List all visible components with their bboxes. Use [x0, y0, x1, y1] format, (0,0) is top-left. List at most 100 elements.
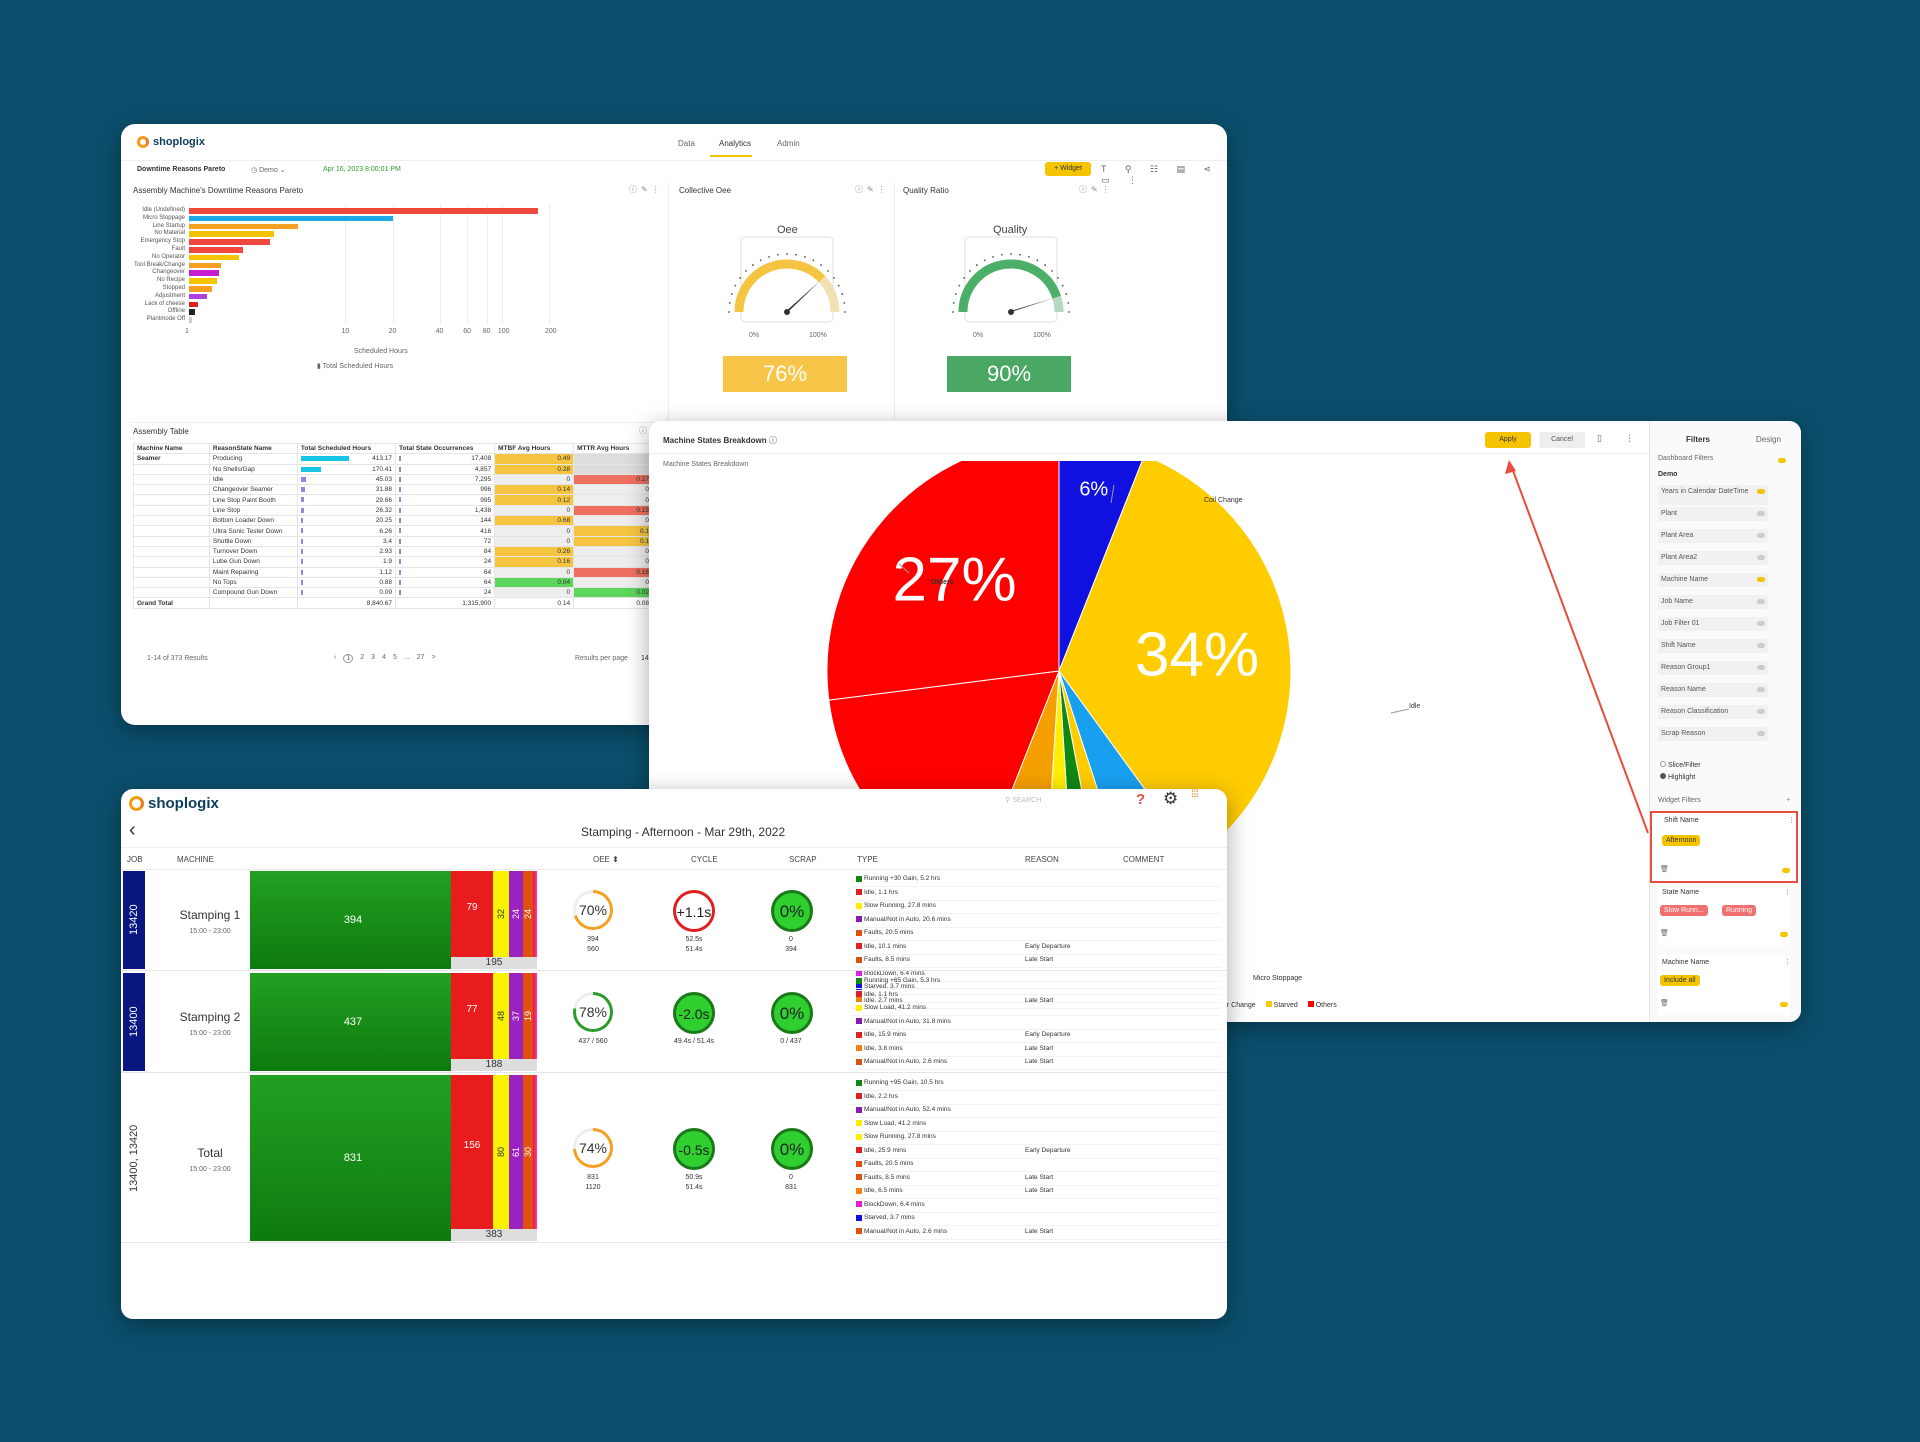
page-link[interactable]: 3 [371, 654, 376, 661]
type-entry[interactable]: Manual/Not in Auto, 2.6 mins [856, 1228, 947, 1235]
card-actions-icon[interactable]: ⓘ✎⋮ [855, 185, 890, 194]
more-icon[interactable]: ⋮ [1784, 959, 1791, 966]
downtime-segment[interactable]: 24 [509, 871, 523, 957]
type-entry[interactable]: Starved, 3.7 mins [856, 1214, 915, 1221]
type-entry[interactable]: Starved, 3.7 mins [856, 983, 915, 990]
pareto-bar[interactable] [189, 293, 207, 300]
th-machine[interactable]: Machine Name [133, 442, 210, 455]
shift-value-tag[interactable]: Afternoon [1662, 835, 1701, 846]
add-widget-filter-icon[interactable]: + [1786, 795, 1791, 804]
apps-grid-icon[interactable]: ⁞⁞⁞ [1191, 789, 1199, 800]
nav-admin[interactable]: Admin [777, 139, 800, 148]
type-entry[interactable]: Idle, 3.8 mins [856, 1045, 903, 1052]
add-widget-button[interactable]: + Widget [1045, 162, 1091, 176]
type-entry[interactable]: Running +95 Gain, 10.5 hrs [856, 1079, 944, 1086]
card-actions-icon[interactable]: ⓘ✎⋮ [629, 185, 664, 194]
th-occurrences[interactable]: Total State Occurrences [395, 442, 496, 455]
pareto-bar[interactable] [189, 247, 243, 253]
table-row[interactable]: Compound Gun Down 0.09 24 0 0.02 [133, 587, 653, 599]
trash-icon[interactable]: 🗑 [1660, 1000, 1669, 1007]
table-row[interactable]: Bottom Loader Down 20.25 144 0.68 0 [133, 515, 653, 527]
table-row[interactable]: Changeover Seamer 31.88 996 0.14 0 [133, 484, 653, 496]
dashboard-filter-item[interactable]: Shift Name [1658, 639, 1768, 653]
downtime-bar[interactable]: 156 [451, 1075, 493, 1229]
pareto-bar[interactable] [189, 239, 271, 245]
table-row[interactable]: No Tops 0.88 64 0.04 0 [133, 576, 653, 589]
filter-toggle[interactable] [1757, 533, 1765, 538]
shift-filter-toggle[interactable] [1782, 868, 1790, 873]
good-parts-bar[interactable]: 437 [250, 973, 456, 1071]
reason-entry[interactable]: Late Start [1025, 1187, 1054, 1194]
search-input[interactable]: ⚲ SEARCH [1005, 797, 1042, 804]
cancel-button[interactable]: Cancel [1539, 432, 1585, 448]
dashboard-filter-item[interactable]: Years in Calendar DateTime [1658, 485, 1768, 505]
filter-toggle[interactable] [1757, 621, 1765, 626]
dashboard-filter-item[interactable]: Reason Classification [1658, 705, 1768, 719]
card-actions-icon[interactable]: ⓘ✎⋮ [1079, 185, 1114, 194]
table-row[interactable]: Ultra Sonic Tester Down 6.26 416 0 0.1 [133, 525, 653, 537]
reason-entry[interactable]: Late Start [1025, 956, 1054, 963]
tab-design[interactable]: Design [1756, 435, 1781, 444]
help-icon[interactable]: ? [1136, 791, 1146, 808]
pareto-bar[interactable] [189, 254, 240, 261]
good-parts-bar[interactable]: 394 [250, 871, 456, 969]
type-entry[interactable]: Faults, 20.5 mins [856, 929, 914, 936]
page-link[interactable]: > [431, 654, 436, 661]
dashboard-filter-item[interactable]: Plant Area [1658, 529, 1768, 543]
type-entry[interactable]: Running +65 Gain, 5.3 hrs [856, 977, 940, 984]
filter-toggle[interactable] [1757, 511, 1765, 516]
type-entry[interactable]: Manual/Not in Auto, 2.6 mins [856, 1058, 947, 1065]
reason-entry[interactable]: Late Start [1025, 1227, 1054, 1235]
legend-item-starved[interactable]: Starved [1265, 1001, 1298, 1009]
slice-filter-radio[interactable]: Slice/Filter [1660, 761, 1701, 769]
toolbar-icons[interactable]: T ⚲ ☷ ▤ ⋖ ▭ ⋮ [1101, 164, 1220, 185]
type-entry[interactable]: Slow Running, 27.8 mins [856, 902, 936, 909]
table-row[interactable]: Shuttle Down 3.4 72 0 0.1 [133, 535, 653, 547]
downtime-bar[interactable]: 79 [451, 871, 493, 957]
state-name-filter[interactable]: State Name ⋮ Slow Runn... Running 🗑 [1658, 885, 1791, 945]
table-row[interactable]: Idle 45.03 7,295 0 0.27 [133, 473, 653, 486]
legend-item[interactable]: er Change [1223, 1001, 1256, 1009]
nav-analytics[interactable]: Analytics [719, 139, 752, 148]
machine-filter-toggle[interactable] [1780, 1002, 1788, 1007]
th-hours[interactable]: Total Scheduled Hours [296, 442, 397, 455]
filter-toggle[interactable] [1757, 577, 1765, 582]
shoplogix-logo[interactable]: shoplogix [137, 136, 205, 148]
type-entry[interactable]: Idle, 15.9 mins [856, 1031, 906, 1038]
th-mttr[interactable]: MTTR Avg Hours [573, 442, 653, 455]
type-entry[interactable]: Idle, 2.2 hrs [856, 1093, 898, 1100]
downtime-segment[interactable]: 37 [509, 973, 523, 1059]
th-mtbf[interactable]: MTBF Avg Hours [494, 442, 575, 455]
pareto-bar[interactable] [189, 270, 219, 276]
machine-name[interactable]: Stamping 2 [179, 1010, 241, 1024]
downtime-segment[interactable]: 61 [509, 1075, 523, 1229]
state-value-tag[interactable]: Slow Runn... [1660, 905, 1708, 916]
dashboard-filter-item[interactable]: Reason Name [1658, 683, 1768, 697]
reason-entry[interactable]: Late Start [1025, 1044, 1054, 1052]
downtime-segment[interactable]: 24 [523, 871, 533, 957]
state-value-tag[interactable]: Running [1722, 905, 1757, 916]
reason-entry[interactable]: Late Start [1025, 996, 1054, 1004]
pareto-bar[interactable] [189, 262, 221, 269]
reason-entry[interactable]: Late Start [1025, 1173, 1054, 1181]
reason-entry[interactable]: Late Start [1025, 1058, 1054, 1065]
machine-name[interactable]: Total [197, 1146, 223, 1160]
page-prev[interactable]: ‹ [334, 654, 337, 661]
filter-toggle[interactable] [1757, 687, 1765, 692]
pareto-bar[interactable] [189, 309, 196, 315]
downtime-segment[interactable]: 19 [523, 973, 533, 1059]
dashboard-filter-item[interactable]: Reason Group1 [1658, 661, 1768, 675]
filter-toggle[interactable] [1757, 555, 1765, 560]
trash-icon[interactable]: 🗑 [1660, 866, 1669, 873]
dashboard-filter-item[interactable]: Machine Name [1658, 573, 1768, 587]
page-link[interactable]: 2 [360, 654, 365, 661]
table-row[interactable]: Line Stop Paint Booth 29.66 995 0.12 0 [133, 494, 653, 506]
type-entry[interactable]: Idle, 6.5 mins [856, 1187, 903, 1194]
highlight-radio[interactable]: Highlight [1660, 773, 1695, 781]
tab-filters[interactable]: Filters [1686, 435, 1711, 444]
table-row[interactable]: Seamer Producing 413.17 17,408 0.49 [133, 453, 653, 465]
dashboard-filter-item[interactable]: Plant Area2 [1658, 551, 1768, 565]
table-row[interactable]: No Shells/Gap 170.41 4,857 0.28 [133, 463, 653, 475]
filter-toggle[interactable] [1757, 709, 1765, 714]
dashboard-filter-item[interactable]: Job Filter 01 [1658, 617, 1768, 631]
